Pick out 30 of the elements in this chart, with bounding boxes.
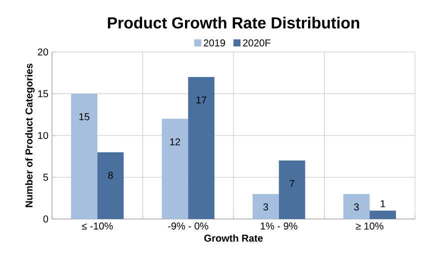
y-tick-label: 15 xyxy=(38,90,48,98)
data-label: 15 xyxy=(79,113,90,120)
x-tick-label: 1% - 9% xyxy=(260,222,298,230)
bar xyxy=(162,118,188,219)
y-axis-title: Number of Product Categories xyxy=(25,64,35,208)
bar xyxy=(71,94,98,219)
data-label: 1 xyxy=(380,200,386,208)
legend-label: 2019 xyxy=(204,39,225,46)
bar xyxy=(278,160,306,219)
chart-title: Product Growth Rate Distribution xyxy=(108,16,360,29)
y-tick-label: 5 xyxy=(43,174,48,181)
data-label: 7 xyxy=(290,180,294,187)
data-label: 17 xyxy=(196,96,206,104)
y-tick-label: 20 xyxy=(38,48,48,56)
data-label: 8 xyxy=(108,172,113,179)
x-tick-label: ≤ -10% xyxy=(82,222,113,230)
x-tick-label: ≥ 10% xyxy=(356,222,384,230)
x-tick-label: -9% - 0% xyxy=(168,222,208,230)
y-tick-label: 0 xyxy=(43,215,48,223)
bar xyxy=(188,77,214,219)
bar xyxy=(97,152,124,219)
x-axis-title: Growth Rate xyxy=(204,234,263,242)
bar xyxy=(343,194,370,219)
bar xyxy=(252,194,279,219)
data-label: 3 xyxy=(263,203,268,210)
y-tick-label: 10 xyxy=(38,132,48,140)
data-label: 3 xyxy=(354,203,359,210)
data-label: 12 xyxy=(170,138,180,146)
legend-label: 2020F xyxy=(243,39,270,46)
bar xyxy=(370,210,396,219)
